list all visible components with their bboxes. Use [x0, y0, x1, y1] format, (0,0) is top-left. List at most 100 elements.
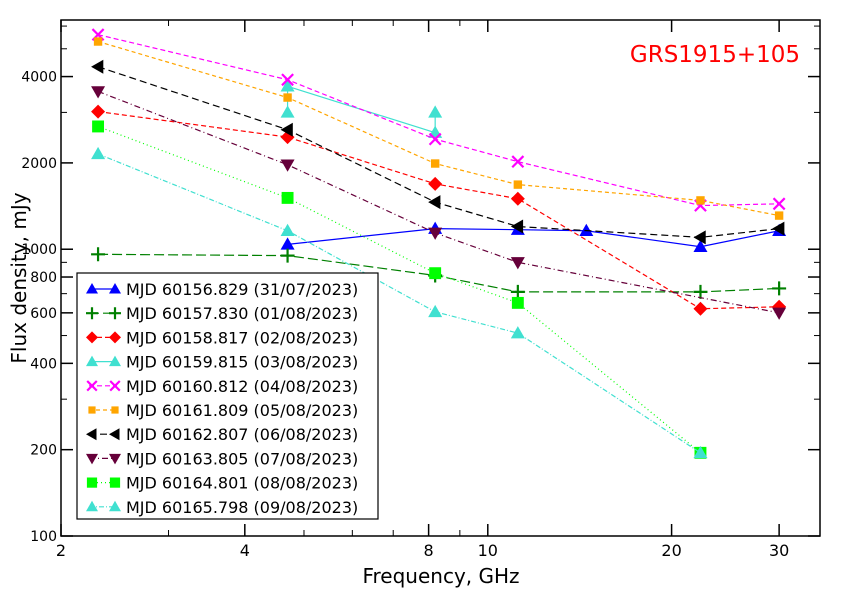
- data-point: [429, 267, 442, 280]
- data-point: [86, 500, 98, 512]
- data-point: [109, 500, 121, 512]
- data-point: [91, 104, 106, 119]
- legend-item: MJD 60164.801 (08/08/2023): [86, 474, 358, 493]
- data-point: [772, 281, 787, 296]
- y-tick-label: 800: [30, 270, 57, 286]
- data-point: [428, 227, 443, 240]
- x-tick-label: 2: [56, 541, 66, 560]
- y-tick-label: 200: [30, 443, 57, 459]
- data-point: [511, 155, 525, 169]
- data-point: [428, 195, 441, 210]
- data-point: [109, 355, 121, 367]
- data-point: [693, 445, 708, 459]
- data-point: [280, 79, 295, 92]
- legend-item: MJD 60165.798 (09/08/2023): [86, 498, 358, 517]
- chart-title: GRS1915+105: [630, 42, 800, 68]
- data-point: [86, 477, 98, 488]
- data-point: [86, 307, 98, 320]
- data-point: [281, 191, 294, 204]
- legend-item: MJD 60157.830 (01/08/2023): [86, 304, 358, 323]
- y-tick-label: 400: [30, 356, 57, 372]
- data-point: [109, 307, 121, 320]
- legend-label: MJD 60162.807 (06/08/2023): [126, 425, 358, 444]
- legend-item: MJD 60163.805 (07/08/2023): [86, 449, 358, 468]
- series-5: [91, 28, 786, 212]
- legend-label: MJD 60159.815 (03/08/2023): [126, 353, 358, 372]
- data-point: [510, 326, 525, 339]
- y-tick-label: 2000: [21, 156, 57, 172]
- data-point: [280, 159, 295, 172]
- data-point: [428, 304, 443, 318]
- data-point: [281, 73, 294, 87]
- series-line: [97, 110, 780, 310]
- data-point: [511, 296, 524, 309]
- data-point: [428, 105, 443, 118]
- data-point: [428, 132, 442, 146]
- series-line: [98, 253, 780, 293]
- data-point: [91, 59, 104, 74]
- data-point: [579, 223, 594, 236]
- legend-label: MJD 60160.812 (04/08/2023): [126, 377, 358, 396]
- data-point: [430, 159, 440, 168]
- x-tick-label: 4: [240, 541, 250, 560]
- series-10: [91, 146, 708, 459]
- legend-label: MJD 60165.798 (09/08/2023): [126, 498, 358, 517]
- data-point: [91, 86, 106, 99]
- series-line: [287, 228, 780, 248]
- series-7: [91, 59, 785, 245]
- legend-item: MJD 60156.829 (31/07/2023): [86, 280, 358, 299]
- data-point: [86, 380, 98, 392]
- data-point: [513, 180, 523, 189]
- data-point: [693, 284, 708, 299]
- data-point: [696, 196, 705, 205]
- data-point: [111, 406, 119, 414]
- series-8: [91, 86, 787, 320]
- data-point: [109, 283, 121, 294]
- data-point: [86, 331, 98, 344]
- data-point: [109, 331, 121, 344]
- data-point: [428, 125, 443, 138]
- legend-label: MJD 60164.801 (08/08/2023): [126, 474, 358, 493]
- data-point: [693, 301, 708, 316]
- x-tick-label: 10: [478, 541, 498, 560]
- data-point: [280, 105, 295, 118]
- legend-item: MJD 60161.809 (05/08/2023): [88, 401, 358, 420]
- x-tick-label: 30: [769, 541, 789, 560]
- legend-item: MJD 60159.815 (03/08/2023): [86, 353, 358, 372]
- legend-box: [76, 272, 379, 520]
- data-point: [510, 219, 524, 234]
- y-tick-label: 100: [30, 529, 57, 545]
- data-point: [109, 477, 121, 488]
- series-line: [97, 40, 780, 217]
- series-4: [280, 79, 443, 138]
- data-point: [280, 122, 293, 137]
- data-point: [109, 380, 121, 392]
- data-point: [510, 284, 525, 299]
- x-axis-label: Frequency, GHz: [362, 564, 519, 588]
- data-point: [772, 197, 786, 211]
- y-tick-label: 4000: [21, 70, 57, 86]
- legend-label: MJD 60161.809 (05/08/2023): [126, 401, 358, 420]
- legend-item: MJD 60160.812 (04/08/2023): [86, 377, 358, 396]
- data-point: [86, 453, 98, 465]
- data-point: [428, 176, 443, 191]
- data-point: [510, 191, 525, 206]
- data-point: [510, 257, 525, 270]
- data-point: [280, 237, 295, 250]
- data-point: [91, 247, 106, 262]
- data-point: [772, 307, 787, 320]
- series-line: [97, 34, 780, 207]
- legend-label: MJD 60156.829 (31/07/2023): [126, 280, 358, 299]
- legend-item: MJD 60162.807 (06/08/2023): [86, 425, 358, 444]
- data-point: [774, 211, 784, 220]
- y-tick-label: 600: [30, 306, 57, 322]
- data-point: [92, 120, 105, 133]
- legend-label: MJD 60158.817 (02/08/2023): [126, 328, 358, 347]
- data-point: [93, 37, 103, 46]
- legend-label: MJD 60163.805 (07/08/2023): [126, 449, 358, 468]
- series-6: [93, 37, 784, 220]
- legend-label: MJD 60157.830 (01/08/2023): [126, 304, 358, 323]
- data-point: [280, 248, 295, 263]
